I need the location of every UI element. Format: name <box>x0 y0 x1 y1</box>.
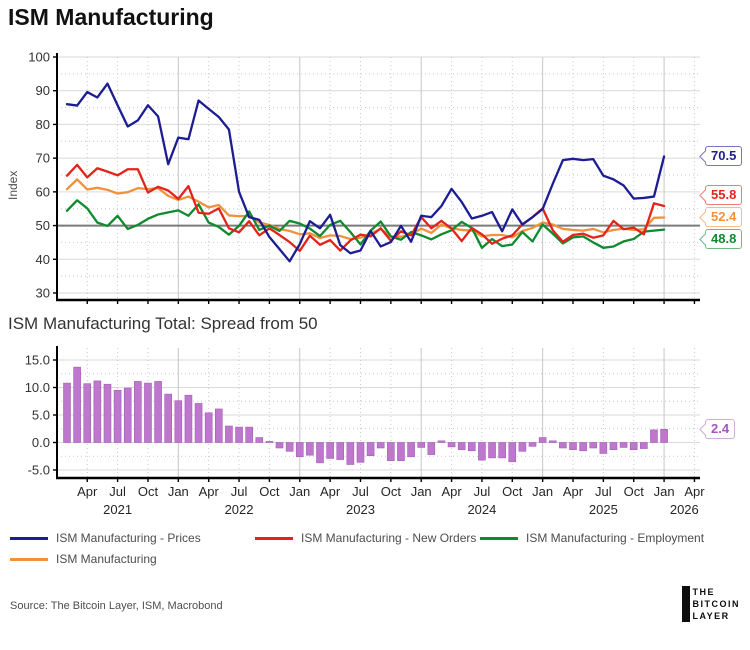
line-chart: 30 40 50 60 70 80 90 100 <box>28 50 700 304</box>
svg-text:Jul: Jul <box>595 484 612 499</box>
legend-label-ism-total: ISM Manufacturing <box>56 552 157 566</box>
legend-swatch-ism-total <box>10 557 48 561</box>
bitcoin-layer-logo: THE BITCOIN LAYER <box>681 586 741 622</box>
svg-text:Jul: Jul <box>109 484 126 499</box>
svg-text:2025: 2025 <box>589 502 618 517</box>
svg-text:2024: 2024 <box>467 502 496 517</box>
svg-text:10.0: 10.0 <box>25 380 50 395</box>
logo-bar-icon <box>681 586 690 622</box>
svg-text:2023: 2023 <box>346 502 375 517</box>
svg-text:Apr: Apr <box>684 484 705 499</box>
svg-text:Jan: Jan <box>654 484 675 499</box>
svg-text:Apr: Apr <box>199 484 220 499</box>
legend-item-new-orders: ISM Manufacturing - New Orders <box>255 531 480 545</box>
legend-swatch-employment <box>480 536 518 540</box>
svg-text:Apr: Apr <box>320 484 341 499</box>
svg-text:Apr: Apr <box>563 484 584 499</box>
legend-item-employment: ISM Manufacturing - Employment <box>480 531 704 545</box>
svg-text:2026: 2026 <box>670 502 699 517</box>
svg-text:2021: 2021 <box>103 502 132 517</box>
svg-text:Jul: Jul <box>352 484 369 499</box>
svg-text:Oct: Oct <box>138 484 159 499</box>
svg-text:Jan: Jan <box>411 484 432 499</box>
page-title: ISM Manufacturing <box>8 4 214 30</box>
svg-text:30: 30 <box>36 286 50 301</box>
bar-chart: -5.0 0.0 5.0 10.0 15.0 Apr Jul Oct Jan Apr Jul Oct J… <box>25 346 705 517</box>
svg-text:Oct: Oct <box>259 484 280 499</box>
legend-item-ism-total: ISM Manufacturing <box>10 552 157 566</box>
end-label-employment: 48.8 <box>705 229 743 250</box>
logo-line-3: LAYER <box>692 611 730 621</box>
svg-text:50: 50 <box>36 218 50 233</box>
svg-text:Jan: Jan <box>289 484 310 499</box>
legend-label-employment: ISM Manufacturing - Employment <box>526 531 705 545</box>
svg-text:Oct: Oct <box>624 484 645 499</box>
svg-text:Oct: Oct <box>381 484 402 499</box>
subtitle: ISM Manufacturing Total: Spread from 50 <box>8 314 318 333</box>
svg-text:60: 60 <box>36 184 50 199</box>
svg-text:40: 40 <box>36 252 50 267</box>
svg-text:Jul: Jul <box>231 484 248 499</box>
end-label-new-orders: 55.8 <box>705 185 743 206</box>
svg-text:Apr: Apr <box>441 484 462 499</box>
legend: ISM Manufacturing - Prices ISM Manufactu… <box>10 531 740 573</box>
legend-swatch-new-orders <box>255 536 293 540</box>
svg-text:-5.0: -5.0 <box>28 463 50 478</box>
legend-label-new-orders: ISM Manufacturing - New Orders <box>301 531 477 545</box>
svg-text:5.0: 5.0 <box>32 408 50 423</box>
legend-item-prices: ISM Manufacturing - Prices <box>10 531 255 545</box>
svg-text:90: 90 <box>36 83 50 98</box>
svg-text:0.0: 0.0 <box>32 435 50 450</box>
svg-text:Oct: Oct <box>502 484 523 499</box>
logo-line-2: BITCOIN <box>692 599 740 609</box>
svg-text:15.0: 15.0 <box>25 353 50 368</box>
end-label-ism-total: 52.4 <box>705 207 743 228</box>
legend-swatch-prices <box>10 536 48 540</box>
svg-text:Jan: Jan <box>168 484 189 499</box>
end-label-prices: 70.5 <box>705 145 743 166</box>
svg-text:2022: 2022 <box>225 502 254 517</box>
source-text: Source: The Bitcoin Layer, ISM, Macrobon… <box>10 600 223 612</box>
svg-text:80: 80 <box>36 117 50 132</box>
legend-label-prices: ISM Manufacturing - Prices <box>56 531 201 545</box>
logo-line-1: THE <box>692 587 715 597</box>
svg-text:100: 100 <box>28 50 50 65</box>
svg-text:Jul: Jul <box>474 484 491 499</box>
svg-text:70: 70 <box>36 151 50 166</box>
svg-text:Jan: Jan <box>532 484 553 499</box>
svg-text:Apr: Apr <box>77 484 98 499</box>
end-label-spread: 2.4 <box>705 418 736 439</box>
